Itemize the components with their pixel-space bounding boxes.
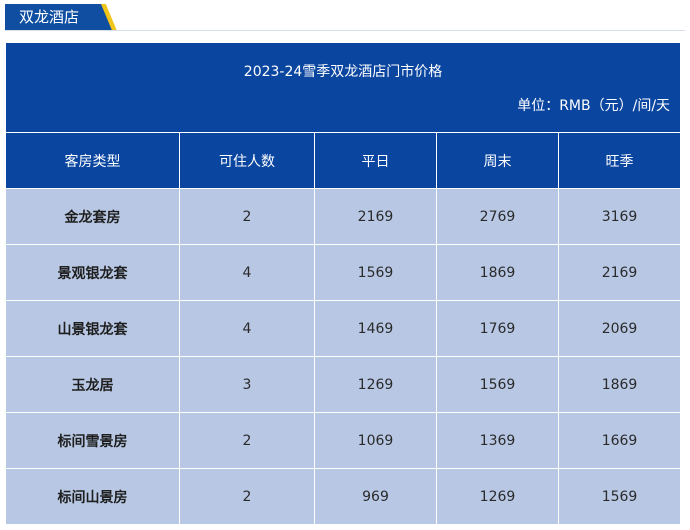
column-header-weekday: 平日 [314,132,437,189]
section-header: 双龙酒店 [5,4,685,31]
room-type-cell: 玉龙居 [5,356,180,413]
table-header-row: 客房类型 可住人数 平日 周末 旺季 [5,132,682,189]
occupancy-cell: 4 [179,244,315,301]
room-type-cell: 金龙套房 [5,188,180,245]
header-divider [5,30,685,31]
occupancy-cell: 3 [179,356,315,413]
room-type-cell: 标间山景房 [5,468,180,525]
section-tab-label: 双龙酒店 [5,4,101,31]
peak-price-cell: 2069 [557,300,682,357]
room-type-cell: 景观银龙套 [5,244,180,301]
table-row: 玉龙居 3 1269 1569 1869 [5,356,682,413]
peak-price-cell: 1669 [557,412,682,469]
table-row: 标间山景房 2 969 1269 1569 [5,468,682,525]
weekday-price-cell: 1569 [314,244,437,301]
weekend-price-cell: 1869 [436,244,559,301]
weekend-price-cell: 2769 [436,188,559,245]
occupancy-cell: 2 [179,412,315,469]
table-row: 金龙套房 2 2169 2769 3169 [5,188,682,245]
price-unit: 单位：RMB（元）/间/天 [517,98,671,114]
weekday-price-cell: 2169 [314,188,437,245]
occupancy-cell: 4 [179,300,315,357]
table-row: 山景银龙套 4 1469 1769 2069 [5,300,682,357]
column-header-room-type: 客房类型 [5,132,180,189]
table-row: 标间雪景房 2 1069 1369 1669 [5,412,682,469]
weekend-price-cell: 1369 [436,412,559,469]
occupancy-cell: 2 [179,188,315,245]
weekend-price-cell: 1269 [436,468,559,525]
weekend-price-cell: 1769 [436,300,559,357]
column-header-weekend: 周末 [436,132,559,189]
column-header-peak-season: 旺季 [557,132,682,189]
peak-price-cell: 1569 [557,468,682,525]
weekday-price-cell: 969 [314,468,437,525]
peak-price-cell: 2169 [557,244,682,301]
column-header-occupancy: 可住人数 [179,132,315,189]
table-row: 景观银龙套 4 1569 1869 2169 [5,244,682,301]
table-title-cell: 2023-24雪季双龙酒店门市价格 单位：RMB（元）/间/天 [4,42,682,133]
table-title: 2023-24雪季双龙酒店门市价格 [243,64,443,80]
weekend-price-cell: 1569 [436,356,559,413]
occupancy-cell: 2 [179,468,315,525]
weekday-price-cell: 1269 [314,356,437,413]
peak-price-cell: 1869 [557,356,682,413]
weekday-price-cell: 1469 [314,300,437,357]
peak-price-cell: 3169 [557,188,682,245]
room-type-cell: 标间雪景房 [5,412,180,469]
weekday-price-cell: 1069 [314,412,437,469]
room-type-cell: 山景银龙套 [5,300,180,357]
price-table: 2023-24雪季双龙酒店门市价格 单位：RMB（元）/间/天 客房类型 可住人… [4,42,682,525]
